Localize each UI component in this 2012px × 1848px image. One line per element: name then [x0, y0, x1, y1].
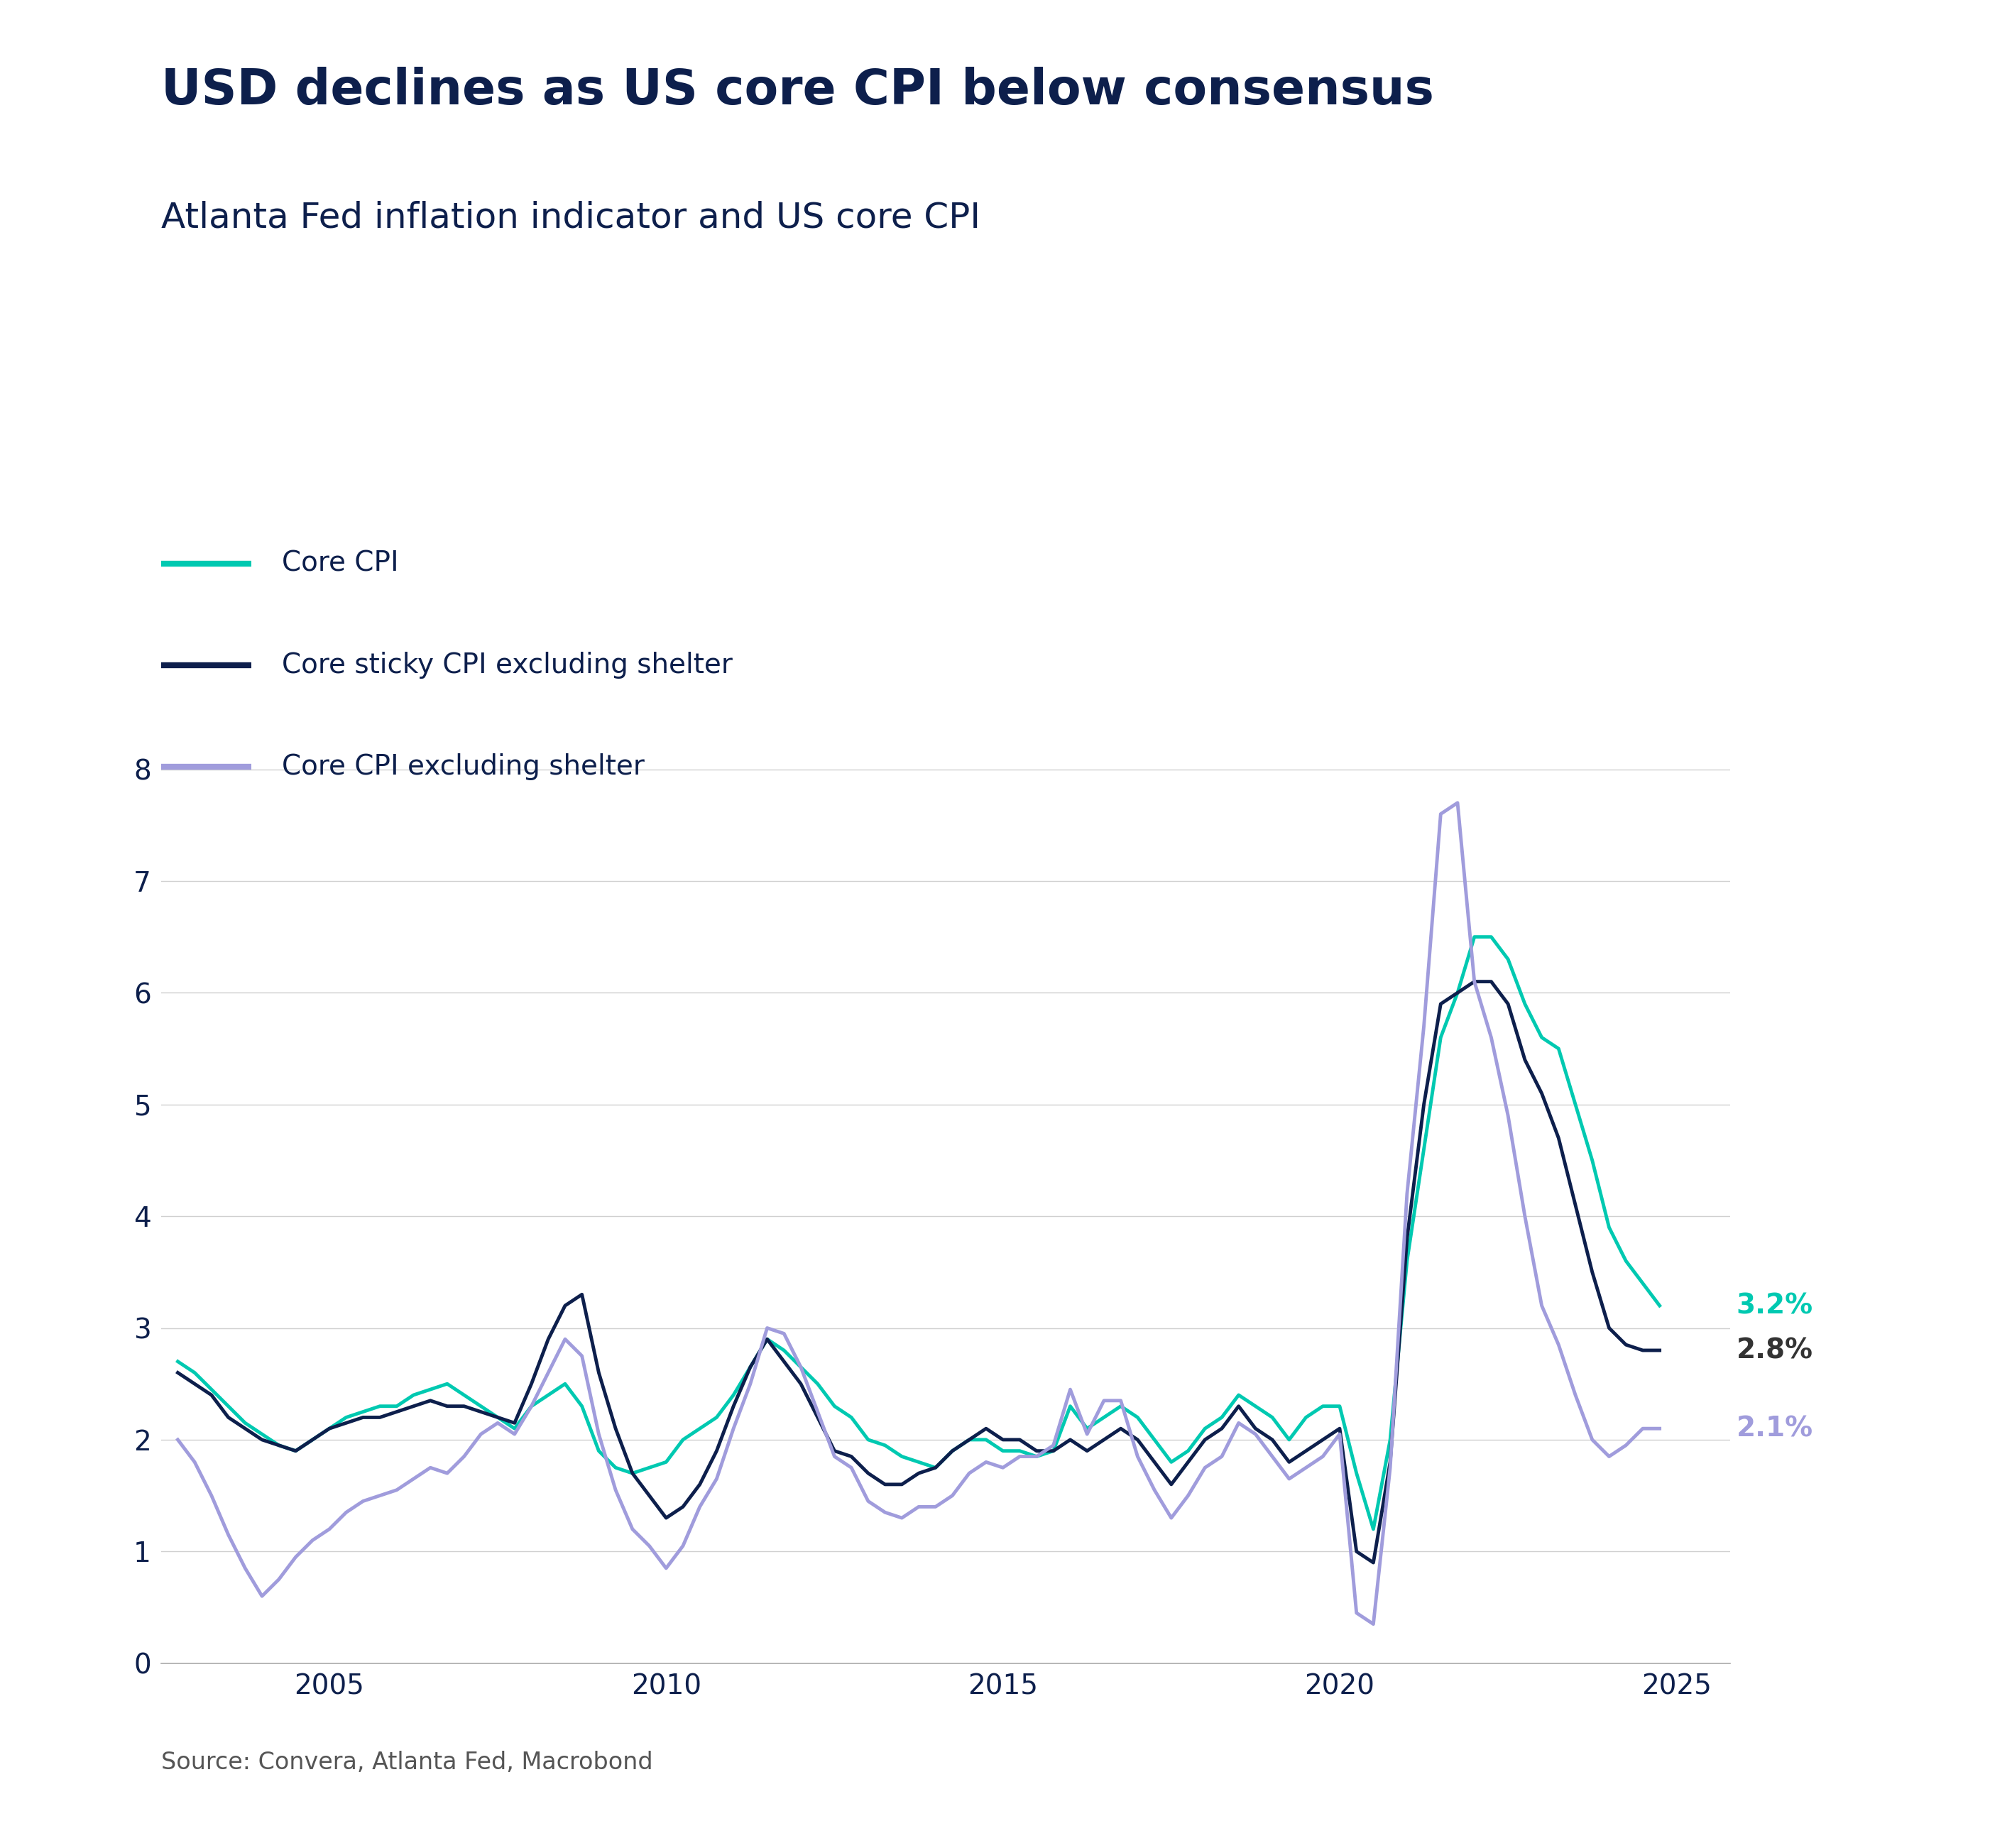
- Text: Core sticky CPI excluding shelter: Core sticky CPI excluding shelter: [282, 652, 732, 678]
- Text: Core CPI: Core CPI: [282, 551, 398, 577]
- Text: Source: Convera, Atlanta Fed, Macrobond: Source: Convera, Atlanta Fed, Macrobond: [161, 1750, 652, 1774]
- Text: 2.1%: 2.1%: [1736, 1416, 1813, 1441]
- Text: 3.2%: 3.2%: [1736, 1292, 1813, 1319]
- Text: Atlanta Fed inflation indicator and US core CPI: Atlanta Fed inflation indicator and US c…: [161, 201, 980, 235]
- Text: 2.8%: 2.8%: [1736, 1336, 1813, 1364]
- Text: USD declines as US core CPI below consensus: USD declines as US core CPI below consen…: [161, 67, 1435, 115]
- Text: Core CPI excluding shelter: Core CPI excluding shelter: [282, 754, 644, 780]
